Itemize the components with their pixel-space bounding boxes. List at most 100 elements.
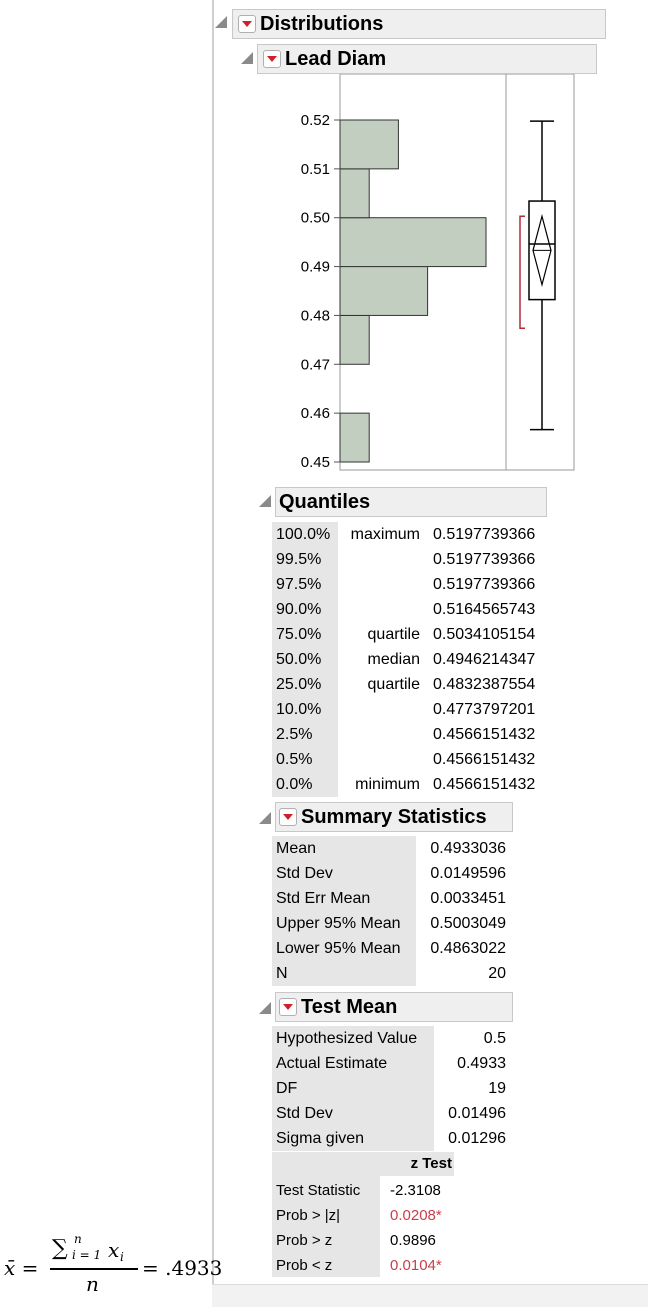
y-tick-label: 0.45	[301, 454, 330, 471]
summary-label: Upper 95% Mean	[276, 915, 401, 932]
disclosure-triangle-icon[interactable]	[241, 52, 253, 64]
quantile-value: 0.4566151432	[433, 726, 536, 743]
distributions-header[interactable]: Distributions	[232, 9, 606, 39]
test-mean-value: 0.4933	[457, 1055, 506, 1072]
table-row: Std Dev 0.0149596	[272, 861, 512, 886]
test-mean-label: Hypothesized Value	[276, 1030, 418, 1047]
summary-value: 0.0149596	[430, 865, 506, 882]
table-row: Std Err Mean 0.0033451	[272, 886, 512, 911]
test-mean-value: 0.01496	[448, 1105, 506, 1122]
ztest-label: Prob > z	[276, 1232, 333, 1249]
quantile-value: 0.5197739366	[433, 526, 536, 543]
summary-statistics-header[interactable]: Summary Statistics	[275, 802, 513, 832]
quantile-value: 0.4773797201	[433, 701, 536, 718]
red-triangle-menu-icon[interactable]	[279, 808, 297, 826]
summary-statistics-table: Mean 0.4933036 Std Dev 0.0149596 Std Err Mea…	[272, 836, 512, 986]
ztest-table: Test Statistic -2.3108 Prob > |z| 0.0208* Pr…	[272, 1178, 472, 1278]
y-tick-label: 0.49	[301, 259, 330, 276]
ztest-value: 0.0104*	[390, 1257, 442, 1274]
quantile-label: quartile	[367, 676, 420, 693]
table-row: Upper 95% Mean 0.5003049	[272, 911, 512, 936]
ztest-value: -2.3108	[390, 1182, 441, 1199]
table-row: Lower 95% Mean 0.4863022	[272, 936, 512, 961]
quantile-percent: 0.5%	[276, 751, 313, 768]
test-mean-label: DF	[276, 1080, 298, 1097]
quantile-percent: 0.0%	[276, 776, 313, 793]
summary-label: Std Err Mean	[276, 890, 371, 907]
y-tick-label: 0.47	[301, 356, 330, 373]
table-row: 10.0% 0.4773797201	[272, 697, 552, 722]
quantile-value: 0.4832387554	[433, 676, 536, 693]
disclosure-triangle-icon[interactable]	[259, 1002, 271, 1014]
bottom-scroll-area[interactable]	[212, 1284, 648, 1307]
quantile-value: 0.5034105154	[433, 626, 536, 643]
summary-value: 20	[488, 965, 506, 982]
quantile-percent: 25.0%	[276, 676, 322, 693]
quantiles-title: Quantiles	[279, 490, 371, 513]
summary-value: 0.4933036	[430, 840, 506, 857]
lead-diam-header[interactable]: Lead Diam	[257, 44, 597, 74]
sum-term: x	[108, 1238, 120, 1262]
disclosure-triangle-icon[interactable]	[259, 495, 271, 507]
quantile-percent: 75.0%	[276, 626, 322, 643]
panel-divider	[212, 0, 214, 1306]
quantile-value: 0.5197739366	[433, 576, 536, 593]
histogram-chart: 0.52 0.51 0.50 0.49 0.48 0.47 0.46 0.45	[301, 74, 575, 471]
table-row: 2.5% 0.4566151432	[272, 722, 552, 747]
histogram-bar	[339, 217, 487, 268]
y-tick-label: 0.51	[301, 161, 330, 178]
quantile-percent: 50.0%	[276, 651, 322, 668]
summary-value: 0.4863022	[430, 940, 506, 957]
left-margin	[0, 0, 212, 1306]
ztest-header-cell	[380, 1152, 454, 1176]
quantile-value: 0.5197739366	[433, 551, 536, 568]
quantile-label: median	[367, 651, 420, 668]
ztest-label: Prob < z	[276, 1257, 333, 1274]
y-tick-label: 0.50	[301, 210, 330, 227]
xbar-label: x̄ =	[4, 1256, 39, 1280]
table-row: 97.5% 0.5197739366	[272, 572, 552, 597]
quantile-pct-column	[272, 522, 338, 797]
table-row: Sigma given 0.01296	[272, 1126, 512, 1151]
y-tick-label: 0.52	[301, 112, 330, 129]
shortest-half-bracket	[519, 215, 525, 329]
histogram-bar	[339, 168, 370, 219]
quantile-percent: 100.0%	[276, 526, 331, 543]
ztest-value: 0.9896	[390, 1232, 436, 1249]
lead-diam-title: Lead Diam	[285, 47, 387, 70]
quantile-label: maximum	[350, 526, 420, 543]
table-row: 75.0% quartile 0.5034105154	[272, 622, 552, 647]
summary-label: Lower 95% Mean	[276, 940, 401, 957]
histogram-bar	[339, 266, 429, 316]
sum-lower-limit: i = 1	[72, 1248, 102, 1262]
red-triangle-menu-icon[interactable]	[279, 998, 297, 1016]
table-row: Std Dev 0.01496	[272, 1101, 512, 1126]
summary-label: Mean	[276, 840, 317, 857]
red-triangle-menu-icon[interactable]	[263, 50, 281, 68]
histogram-bar	[339, 119, 399, 170]
summary-label: N	[276, 965, 288, 982]
table-row: Test Statistic -2.3108	[272, 1178, 472, 1203]
y-tick-label: 0.48	[301, 307, 330, 324]
test-mean-label-column	[272, 1026, 434, 1151]
disclosure-triangle-icon[interactable]	[215, 16, 227, 28]
ztest-label: Test Statistic	[276, 1182, 361, 1199]
table-row: 0.0% minimum 0.4566151432	[272, 772, 552, 797]
quantile-label: quartile	[367, 626, 420, 643]
quantile-value: 0.5164565743	[433, 601, 536, 618]
quantile-value: 0.4946214347	[433, 651, 536, 668]
ztest-value: 0.0208*	[390, 1207, 442, 1224]
mean-diamond	[532, 213, 552, 287]
summary-value: 0.0033451	[430, 890, 506, 907]
red-triangle-menu-icon[interactable]	[238, 15, 256, 33]
table-row: 100.0% maximum 0.5197739366	[272, 522, 552, 547]
table-row: 25.0% quartile 0.4832387554	[272, 672, 552, 697]
table-row: DF 19	[272, 1076, 512, 1101]
summary-value: 0.5003049	[430, 915, 506, 932]
table-row: Actual Estimate 0.4933	[272, 1051, 512, 1076]
test-mean-header[interactable]: Test Mean	[275, 992, 513, 1022]
y-tick-label: 0.46	[301, 405, 330, 422]
quantiles-header[interactable]: Quantiles	[275, 487, 547, 517]
distributions-title: Distributions	[260, 12, 384, 35]
disclosure-triangle-icon[interactable]	[259, 812, 271, 824]
